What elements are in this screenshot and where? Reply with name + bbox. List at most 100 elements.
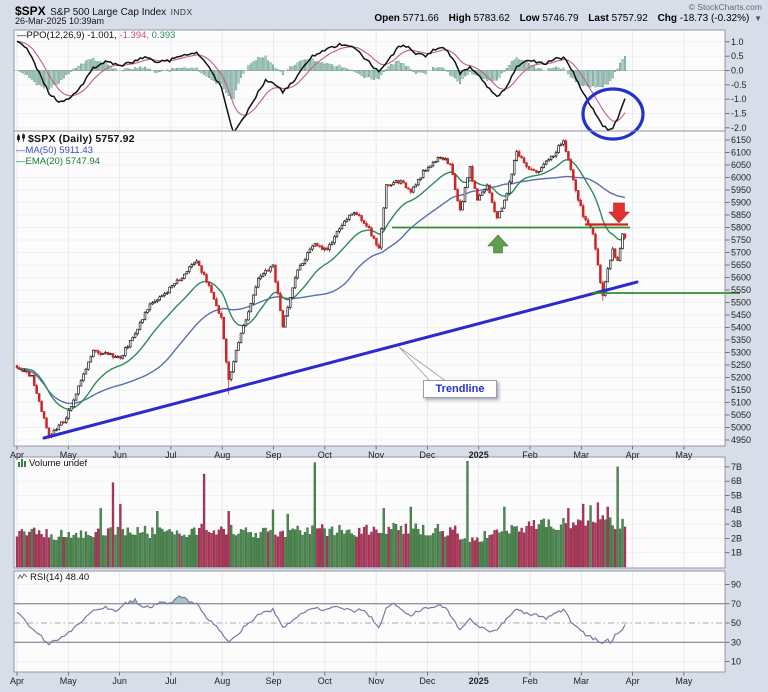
open-value: 5771.66	[402, 13, 439, 24]
svg-text:-1.5: -1.5	[731, 109, 747, 119]
volume-bars	[15, 460, 627, 568]
ppo-legend-hist: 0.393	[149, 30, 176, 41]
svg-text:90: 90	[731, 580, 741, 590]
svg-text:0.0: 0.0	[731, 66, 744, 76]
open-label: Open	[374, 13, 400, 24]
svg-text:5350: 5350	[731, 335, 751, 345]
svg-text:3B: 3B	[731, 519, 742, 529]
svg-text:5550: 5550	[731, 285, 751, 295]
copyright: © StockCharts.com	[688, 2, 762, 12]
volume-legend-label: Volume undef	[29, 458, 88, 469]
svg-text:5700: 5700	[731, 248, 751, 258]
svg-text:6150: 6150	[731, 135, 751, 145]
svg-text:70: 70	[731, 599, 741, 609]
candlesticks	[15, 139, 627, 439]
svg-text:Jul: Jul	[165, 676, 177, 686]
svg-text:Mar: Mar	[574, 676, 590, 686]
svg-text:Mar: Mar	[574, 450, 590, 460]
svg-text:5500: 5500	[731, 298, 751, 308]
last-value: 5757.92	[611, 13, 648, 24]
high-label: High	[448, 13, 471, 24]
svg-text:5000: 5000	[731, 423, 751, 433]
svg-text:-0.5: -0.5	[731, 80, 747, 90]
svg-text:5100: 5100	[731, 398, 751, 408]
svg-text:2025: 2025	[469, 676, 489, 686]
ppo-histogram	[18, 55, 627, 99]
ema20-line	[16, 159, 626, 410]
svg-text:May: May	[60, 676, 78, 686]
svg-text:5900: 5900	[731, 198, 751, 208]
red-down-arrow-icon	[607, 202, 631, 224]
ppo-highlight-circle	[581, 87, 645, 141]
symbol-line: $SPX S&P 500 Large Cap Index INDX	[15, 2, 193, 20]
svg-text:2025: 2025	[469, 450, 489, 460]
quote-bar: Open 5771.66 High 5783.62 Low 5746.79 La…	[367, 13, 762, 24]
svg-text:May: May	[675, 450, 693, 460]
svg-text:Aug: Aug	[214, 676, 230, 686]
svg-text:Apr: Apr	[626, 450, 640, 460]
chg-value: -18.73 (-0.32%)	[679, 13, 750, 24]
ppo-line	[16, 40, 626, 131]
svg-text:5950: 5950	[731, 185, 751, 195]
symbol-name: S&P 500 Large Cap Index	[50, 7, 167, 18]
svg-text:Nov: Nov	[368, 450, 385, 460]
svg-text:5150: 5150	[731, 385, 751, 395]
rsi-overbought-fill	[167, 595, 194, 604]
rsi-content	[14, 595, 725, 646]
chg-dropdown-icon[interactable]: ▼	[754, 14, 762, 23]
price-legend-ema20: —EMA(20) 5747.94	[16, 156, 100, 167]
low-value: 5746.79	[542, 13, 579, 24]
price-legend-symbol: $SPX (Daily) 5757.92	[28, 133, 135, 145]
ppo-legend-main: —PPO(12,26,9) -1.001,	[17, 30, 117, 41]
ppo-legend-signal: -1.394,	[116, 30, 150, 41]
green-up-arrow-icon	[487, 234, 509, 254]
hgrid	[14, 41, 725, 662]
svg-text:Dec: Dec	[419, 676, 436, 686]
exchange-label: INDX	[170, 7, 193, 17]
rsi-zigzag-icon	[17, 572, 30, 583]
svg-text:5200: 5200	[731, 373, 751, 383]
svg-text:0.5: 0.5	[731, 51, 744, 61]
svg-text:5050: 5050	[731, 410, 751, 420]
svg-text:Feb: Feb	[522, 676, 538, 686]
rsi-legend: RSI(14) 48.40	[17, 572, 89, 583]
rsi-overbought-fill	[127, 598, 138, 604]
svg-text:Jun: Jun	[112, 450, 127, 460]
svg-text:Jun: Jun	[112, 676, 127, 686]
svg-text:4B: 4B	[731, 505, 742, 515]
svg-text:4950: 4950	[731, 435, 751, 445]
trendline	[42, 280, 639, 440]
svg-text:May: May	[675, 676, 693, 686]
svg-text:6050: 6050	[731, 160, 751, 170]
trendline-callout: Trendline	[423, 380, 497, 398]
chg-label: Chg	[657, 13, 678, 24]
chart-datetime: 26-Mar-2025 10:39am	[15, 16, 105, 26]
ma50-line	[16, 175, 626, 405]
high-value: 5783.62	[473, 13, 510, 24]
svg-text:Sep: Sep	[265, 450, 281, 460]
svg-text:-2.0: -2.0	[731, 123, 747, 133]
svg-text:Nov: Nov	[368, 676, 385, 686]
low-label: Low	[519, 13, 540, 24]
price-panel	[14, 131, 725, 446]
svg-text:6B: 6B	[731, 476, 742, 486]
svg-text:10: 10	[731, 657, 741, 667]
rsi-legend-label: RSI(14) 48.40	[30, 572, 90, 583]
ppo-content	[16, 40, 627, 131]
svg-text:Aug: Aug	[214, 450, 230, 460]
svg-text:6100: 6100	[731, 148, 751, 158]
svg-text:5650: 5650	[731, 260, 751, 270]
svg-text:50: 50	[731, 618, 741, 628]
svg-text:May: May	[60, 450, 78, 460]
svg-text:Oct: Oct	[318, 676, 333, 686]
svg-text:Feb: Feb	[522, 450, 538, 460]
svg-text:Sep: Sep	[265, 676, 281, 686]
svg-text:1.0: 1.0	[731, 37, 744, 47]
svg-text:Oct: Oct	[318, 450, 333, 460]
price-legend-ma50: —MA(50) 5911.43	[16, 145, 93, 156]
svg-text:5300: 5300	[731, 348, 751, 358]
svg-text:5850: 5850	[731, 210, 751, 220]
volume-legend: Volume undef	[17, 458, 87, 469]
